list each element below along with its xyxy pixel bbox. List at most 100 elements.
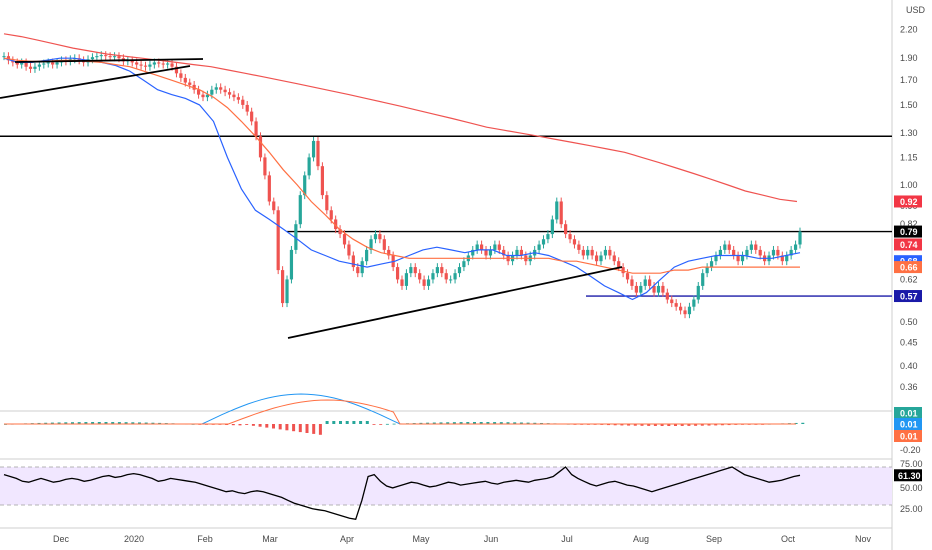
candle-body: [630, 279, 634, 286]
price-badge: [894, 238, 922, 251]
candle-body: [90, 57, 95, 60]
candle-body: [661, 285, 665, 293]
macd-panel: [4, 393, 805, 435]
macd-histogram-bar: [452, 422, 456, 424]
currency-label: USD: [906, 5, 926, 15]
candle-body: [254, 121, 258, 137]
macd-histogram-bar: [660, 424, 664, 426]
macd-histogram-bar: [540, 422, 543, 424]
candle-body: [281, 270, 285, 304]
candle-body: [329, 210, 333, 220]
candle-body: [590, 249, 594, 256]
candle-body: [135, 62, 139, 65]
candle-body: [409, 267, 413, 274]
candle-body: [749, 244, 753, 250]
candle-body: [227, 92, 232, 95]
candle-body: [586, 249, 590, 256]
rsi-band: [0, 467, 892, 505]
macd-badge: [894, 430, 922, 442]
candle-body: [311, 140, 316, 158]
macd-badge: [894, 418, 922, 430]
candle-body: [709, 261, 714, 268]
candle-body: [480, 244, 484, 250]
macd-tick-label: -0.20: [900, 445, 921, 455]
candle-body: [303, 175, 307, 196]
macd-histogram-bar: [493, 422, 497, 424]
x-axis-label: Sep: [706, 534, 722, 544]
macd-histogram-bar: [131, 422, 135, 424]
candle-body: [170, 63, 174, 67]
candle-body: [705, 267, 709, 274]
candle-body: [325, 195, 329, 211]
candle-body: [701, 273, 705, 286]
candle-body: [727, 244, 731, 250]
macd-histogram-bar: [225, 424, 229, 426]
macd-histogram-bar: [627, 424, 631, 426]
price-badge-label: 0.74: [900, 240, 918, 250]
candle-body: [196, 89, 201, 95]
candle-body: [387, 249, 391, 256]
candle-body: [758, 249, 762, 256]
candle-body: [798, 231, 802, 245]
candle-body: [612, 255, 616, 262]
candle-body: [338, 229, 342, 235]
moving-average-line: [3, 57, 800, 274]
macd-histogram-bar: [446, 422, 450, 424]
candle-body: [475, 244, 479, 250]
candle-body: [670, 299, 674, 304]
macd-histogram-bar: [707, 424, 711, 426]
candle-body: [382, 239, 386, 250]
macd-histogram-bar: [613, 424, 617, 426]
trend-line: [287, 266, 623, 339]
candle-body: [241, 99, 245, 105]
trend-line: [14, 58, 204, 63]
macd-histogram-bar: [727, 424, 731, 426]
candle-body: [112, 56, 117, 58]
macd-histogram-bar: [50, 422, 54, 424]
price-tick-label: 1.70: [900, 75, 918, 85]
macd-histogram-bar: [91, 422, 95, 424]
candle-body: [356, 267, 360, 274]
price-badge: [894, 195, 922, 208]
candle-body: [373, 234, 378, 240]
candle-body: [139, 64, 143, 66]
candle-body: [143, 65, 148, 67]
x-axis-label: Mar: [262, 534, 278, 544]
price-tick-label: 0.40: [900, 361, 918, 371]
trend-line: [0, 65, 191, 99]
macd-histogram-bar: [459, 422, 463, 424]
macd-histogram-bar: [37, 422, 41, 424]
candle-body: [365, 249, 369, 262]
candle-body: [307, 157, 311, 176]
candle-body: [276, 210, 280, 271]
candle-body: [643, 279, 647, 286]
candle-body: [351, 255, 355, 268]
candle-body: [320, 166, 324, 196]
candle-body: [219, 87, 223, 90]
candle-body: [15, 62, 19, 65]
candle-body: [471, 249, 475, 256]
candle-body: [46, 62, 50, 64]
candle-body: [369, 239, 373, 250]
candle-body: [581, 249, 585, 256]
candle-body: [599, 255, 603, 262]
macd-histogram-bar: [97, 422, 101, 424]
candle-body: [95, 56, 99, 58]
candle-body: [201, 94, 205, 98]
candle-body: [183, 77, 187, 83]
candle-body: [692, 299, 696, 307]
candle-body: [497, 244, 501, 250]
candle-body: [754, 244, 758, 250]
candle-body: [334, 219, 338, 230]
macd-histogram-bar: [533, 422, 537, 424]
candle-body: [564, 224, 568, 235]
candle-body: [555, 201, 559, 220]
x-axis-label: Jul: [561, 534, 573, 544]
price-badge: [894, 225, 922, 238]
price-tick-label: 1.15: [900, 152, 918, 162]
candle-body: [444, 273, 448, 280]
price-badge-label: 0.92: [900, 197, 918, 207]
macd-histogram-bar: [653, 424, 657, 426]
macd-histogram-bar: [439, 422, 443, 424]
